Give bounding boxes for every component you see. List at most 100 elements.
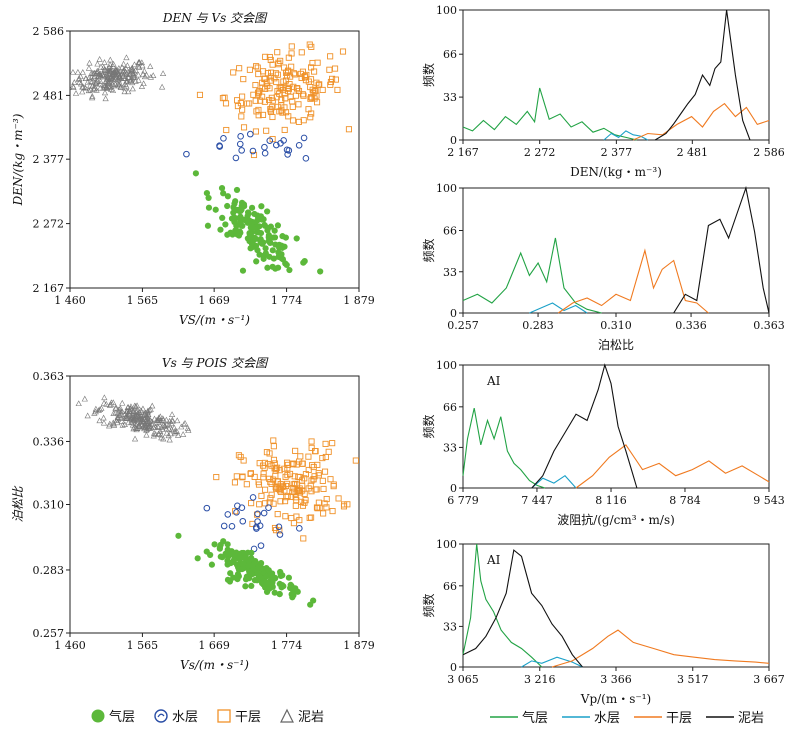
scatter-den-vs-ytick-label: 2 377 <box>33 153 65 166</box>
water-point <box>265 504 272 511</box>
dry-point <box>295 118 302 125</box>
gas-point <box>227 570 234 577</box>
mud-point <box>111 68 118 75</box>
mud-point <box>135 71 142 78</box>
water-point <box>284 151 291 158</box>
mud-point <box>114 415 121 422</box>
mud-point <box>90 74 98 81</box>
mud-point <box>133 426 140 433</box>
dry-point <box>334 86 341 93</box>
mud-point <box>82 85 89 91</box>
dry-point <box>262 486 269 493</box>
hist-den-xlabel: DEN/(kg・m⁻³) <box>570 165 662 179</box>
water-point <box>261 149 269 157</box>
mud-point <box>151 430 158 436</box>
gas-point <box>222 221 229 228</box>
dry-point <box>281 90 288 97</box>
hist-ai-series-water <box>531 474 577 489</box>
mud-point <box>149 420 157 427</box>
dry-point <box>314 505 321 512</box>
scatter-den-vs-frame <box>69 30 360 289</box>
hist-pois-xlabel: 泊松比 <box>598 338 634 352</box>
mud-point <box>160 421 167 428</box>
dry-point <box>285 113 292 120</box>
water-point <box>220 522 228 530</box>
dry-point <box>270 500 277 507</box>
line-legend-gas-label: 气层 <box>522 711 549 726</box>
dry-point <box>281 487 288 494</box>
mud-point <box>135 63 142 70</box>
gas-point <box>228 215 236 222</box>
water-point <box>249 494 257 501</box>
mud-point <box>132 408 139 415</box>
dry-point <box>259 84 266 91</box>
scatter-pois-vs: 1 460 1 565 1 669 1 774 1 879 0.257 0.283 0.310… <box>11 356 375 672</box>
scatter-den-vs-xtick-label: 1 460 <box>54 294 86 307</box>
mud-point <box>163 416 170 423</box>
gas-point <box>205 194 212 202</box>
dry-point <box>312 486 319 493</box>
dry-point <box>276 84 283 91</box>
water-point <box>254 518 261 525</box>
water-point <box>276 531 284 538</box>
gas-filled-circle-icon <box>91 709 105 722</box>
dry-point <box>339 48 347 55</box>
mud-point <box>120 68 127 75</box>
mud-point <box>128 74 135 81</box>
dry-point <box>292 447 299 454</box>
dry-point <box>260 470 267 477</box>
dry-point <box>266 450 273 457</box>
gas-point <box>248 549 255 556</box>
dry-point <box>231 479 239 486</box>
mud-point <box>180 431 187 437</box>
mud-point <box>109 63 117 69</box>
mud-point <box>145 411 152 417</box>
dry-point <box>329 508 336 515</box>
mud-point <box>107 401 115 408</box>
water-point <box>256 522 264 529</box>
dry-point <box>335 495 342 502</box>
dry-point <box>290 83 297 90</box>
dry-point <box>310 89 317 97</box>
mud-point <box>155 416 162 423</box>
water-point <box>224 511 232 518</box>
mud-point <box>103 400 110 407</box>
gas-point <box>247 245 254 252</box>
gas-point <box>248 204 256 211</box>
scatter-legend-water: 水层 <box>153 706 198 725</box>
gas-point <box>282 260 289 267</box>
dry-point <box>281 465 288 472</box>
hist-den-xtick-label: 2 586 <box>753 146 785 159</box>
mud-point <box>127 403 135 410</box>
mud-point <box>168 420 175 427</box>
hist-ai: 6 779 7 447 8 116 8 784 9 543 0 33 66 100 波阻抗/(g/… <box>421 359 785 527</box>
dry-point <box>299 482 306 490</box>
dry-point <box>268 104 276 111</box>
dry-point <box>253 63 260 70</box>
dry-point <box>256 501 263 508</box>
mud-point <box>116 73 123 80</box>
gas-point <box>271 589 278 596</box>
gas-point <box>205 204 213 211</box>
gas-point <box>255 564 262 571</box>
gas-point <box>317 268 324 275</box>
dry-point <box>284 72 291 79</box>
water-point <box>254 510 261 518</box>
dry-point <box>311 88 318 95</box>
dry-point <box>249 520 256 527</box>
dry-point <box>292 502 299 509</box>
gas-point <box>278 251 285 258</box>
mud-point <box>131 73 138 80</box>
mud-point <box>110 420 117 427</box>
dry-point <box>236 65 243 72</box>
hist-pois-series-dry <box>557 248 709 314</box>
dry-point <box>352 457 359 464</box>
mud-point <box>93 69 101 76</box>
dry-point <box>251 473 258 480</box>
dry-point <box>292 480 299 487</box>
dry-point <box>267 73 275 80</box>
mud-point <box>133 424 141 431</box>
hist-pois-xtick-label: 0.283 <box>522 319 554 332</box>
dry-point <box>267 69 275 76</box>
